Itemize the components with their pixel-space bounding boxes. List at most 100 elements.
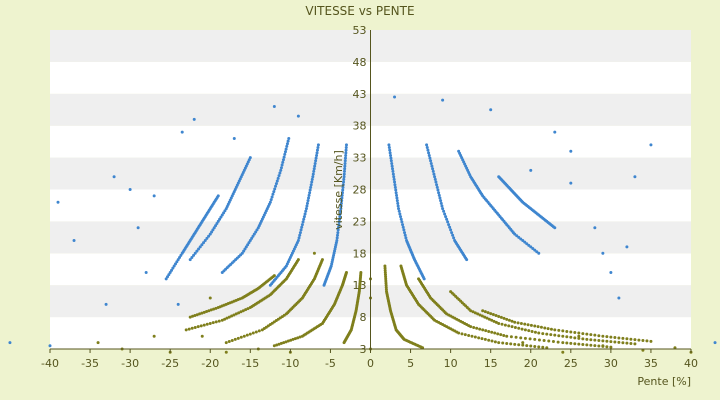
data-point	[340, 199, 344, 203]
data-point	[311, 172, 315, 176]
data-point	[523, 322, 527, 326]
data-point	[246, 307, 250, 311]
data-point	[344, 151, 348, 155]
data-point	[617, 296, 621, 300]
data-point	[335, 236, 339, 240]
data-point	[629, 342, 633, 346]
data-point	[392, 177, 396, 181]
data-point	[285, 144, 289, 148]
data-point	[282, 341, 286, 345]
data-point	[509, 342, 513, 346]
data-point	[396, 201, 400, 205]
data-point	[585, 332, 589, 336]
data-point	[301, 220, 305, 224]
data-point	[421, 346, 425, 350]
data-point	[224, 350, 228, 354]
data-point	[553, 333, 557, 337]
data-point	[490, 330, 494, 334]
data-point	[208, 296, 212, 300]
data-point	[384, 279, 388, 283]
data-point	[278, 171, 282, 175]
data-point	[429, 159, 433, 163]
data-point	[523, 240, 527, 244]
data-point	[313, 161, 317, 165]
data-point	[487, 329, 491, 333]
data-points	[8, 95, 717, 354]
data-point	[302, 215, 306, 219]
data-point	[542, 338, 546, 342]
data-point	[72, 239, 76, 243]
data-point	[152, 194, 156, 198]
data-point	[396, 204, 400, 208]
data-point	[307, 196, 311, 200]
x-ticks: -40 -35 -30 -25 -20 -15 -10 -5 0 5 10 15 20 25 30 35 40	[41, 349, 698, 370]
data-point	[104, 302, 108, 306]
data-point	[581, 342, 585, 346]
data-point	[336, 228, 340, 232]
data-point	[553, 328, 557, 332]
y-ticks: 53 48 43 38 33 28 23 18 13 8 3	[353, 24, 367, 356]
data-point	[230, 338, 234, 342]
data-point	[480, 314, 484, 318]
data-point	[388, 148, 392, 152]
data-point	[521, 341, 525, 345]
data-point	[529, 323, 533, 327]
data-point	[312, 169, 316, 173]
data-point	[251, 331, 255, 335]
data-point	[188, 258, 192, 262]
data-point	[305, 204, 309, 208]
data-point	[505, 334, 509, 338]
data-point	[483, 337, 487, 341]
y-tick-label: 53	[353, 24, 367, 37]
data-point	[480, 337, 484, 341]
data-point	[452, 236, 456, 240]
data-point	[308, 188, 312, 192]
data-point	[581, 332, 585, 336]
data-point	[539, 325, 543, 329]
data-point	[561, 329, 565, 333]
data-point	[216, 306, 220, 310]
data-point	[478, 313, 482, 317]
data-point	[205, 236, 209, 240]
y-tick-label: 8	[360, 311, 367, 324]
data-point	[549, 327, 553, 331]
data-point	[310, 177, 314, 181]
data-point	[471, 310, 475, 314]
data-point	[435, 183, 439, 187]
data-point	[561, 350, 565, 354]
data-point	[490, 318, 494, 322]
data-point	[164, 277, 168, 281]
x-tick-label: -15	[241, 357, 259, 370]
data-point	[589, 338, 593, 342]
data-point	[463, 333, 467, 337]
data-point	[577, 342, 581, 346]
data-point	[450, 231, 454, 235]
data-point	[397, 207, 401, 211]
data-point	[192, 253, 196, 257]
data-point	[342, 172, 346, 176]
data-point	[395, 199, 399, 203]
data-point	[557, 328, 561, 332]
data-point	[187, 327, 191, 331]
data-point	[403, 231, 407, 235]
data-point	[281, 160, 285, 164]
data-point	[438, 196, 442, 200]
data-point	[497, 321, 501, 325]
data-point	[633, 342, 637, 346]
data-point	[274, 182, 278, 186]
data-point	[545, 346, 549, 350]
data-point	[211, 321, 215, 325]
data-point	[304, 209, 308, 213]
data-point	[625, 245, 629, 249]
data-point	[432, 172, 436, 176]
data-point	[191, 314, 195, 318]
x-tick-label: 40	[684, 357, 698, 370]
data-point	[384, 277, 388, 281]
data-point	[297, 236, 301, 240]
data-point	[282, 155, 286, 159]
data-point	[573, 336, 577, 340]
data-point	[180, 130, 184, 134]
data-point	[272, 105, 276, 109]
data-point	[387, 145, 391, 149]
data-point	[470, 334, 474, 338]
